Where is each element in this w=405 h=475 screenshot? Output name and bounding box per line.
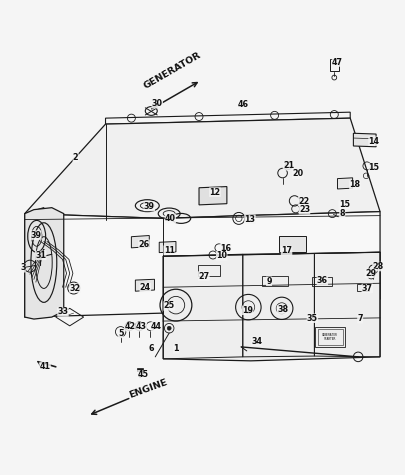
Text: 45: 45 (137, 370, 148, 379)
Text: 32: 32 (69, 284, 80, 293)
Text: 15: 15 (368, 163, 379, 172)
Text: 27: 27 (198, 272, 209, 281)
Bar (314, 327, 344, 347)
Text: 19: 19 (241, 306, 252, 315)
Polygon shape (163, 252, 379, 361)
Polygon shape (25, 118, 379, 218)
Text: 25: 25 (163, 302, 174, 311)
Bar (136, 368, 142, 371)
Text: 23: 23 (298, 205, 309, 214)
Bar (278, 236, 306, 252)
Text: 5: 5 (117, 329, 123, 338)
Text: 31: 31 (35, 251, 46, 260)
Text: ENGINE: ENGINE (127, 378, 168, 400)
Text: 26: 26 (138, 240, 149, 249)
Polygon shape (25, 212, 379, 317)
Text: 7: 7 (356, 314, 362, 323)
Text: 46: 46 (237, 100, 248, 109)
Text: 3: 3 (20, 263, 26, 272)
Text: 42: 42 (124, 322, 135, 331)
Circle shape (167, 326, 171, 330)
Text: 34: 34 (251, 337, 262, 346)
Polygon shape (135, 279, 154, 291)
Text: 17: 17 (280, 246, 291, 255)
Text: 11: 11 (163, 246, 174, 255)
Text: GENERATOR: GENERATOR (141, 51, 202, 91)
Bar (356, 284, 369, 291)
Polygon shape (131, 236, 149, 248)
Polygon shape (25, 208, 64, 319)
Polygon shape (337, 178, 352, 189)
Bar (261, 276, 287, 286)
Polygon shape (198, 187, 226, 205)
Text: 28: 28 (371, 262, 383, 271)
Bar (329, 59, 339, 71)
Text: 39: 39 (30, 231, 41, 239)
Text: 36: 36 (316, 276, 327, 285)
Text: 15: 15 (338, 200, 349, 209)
Text: 41: 41 (39, 362, 50, 371)
Text: 43: 43 (136, 322, 147, 331)
Text: 30: 30 (151, 99, 162, 108)
Text: 35: 35 (306, 314, 317, 323)
Text: 20: 20 (292, 170, 303, 178)
Text: 8: 8 (339, 209, 344, 218)
Text: 29: 29 (364, 269, 375, 278)
Text: 39: 39 (143, 202, 154, 211)
Polygon shape (159, 241, 175, 253)
Text: 21: 21 (282, 162, 293, 171)
Text: 2: 2 (72, 153, 78, 162)
Text: 13: 13 (244, 215, 255, 224)
Text: 18: 18 (349, 180, 360, 190)
Text: 44: 44 (151, 322, 162, 331)
Text: 22: 22 (297, 197, 309, 206)
Bar (312, 277, 332, 286)
Text: 10: 10 (216, 251, 227, 260)
Text: 6: 6 (148, 344, 153, 353)
Text: GENERATOR
STARTER: GENERATOR STARTER (321, 332, 337, 341)
Text: 37: 37 (361, 284, 372, 293)
Text: 33: 33 (57, 307, 68, 316)
Bar (317, 329, 342, 345)
Text: 1: 1 (173, 344, 178, 353)
Text: 47: 47 (331, 57, 342, 67)
Text: 38: 38 (276, 305, 288, 314)
Text: 12: 12 (209, 188, 220, 197)
Text: 9: 9 (266, 277, 271, 286)
Bar (198, 265, 220, 276)
Text: 16: 16 (219, 244, 230, 253)
Text: 24: 24 (139, 283, 151, 292)
Text: 40: 40 (164, 214, 175, 223)
Polygon shape (25, 208, 44, 317)
Text: 14: 14 (368, 137, 379, 146)
Polygon shape (352, 133, 375, 147)
